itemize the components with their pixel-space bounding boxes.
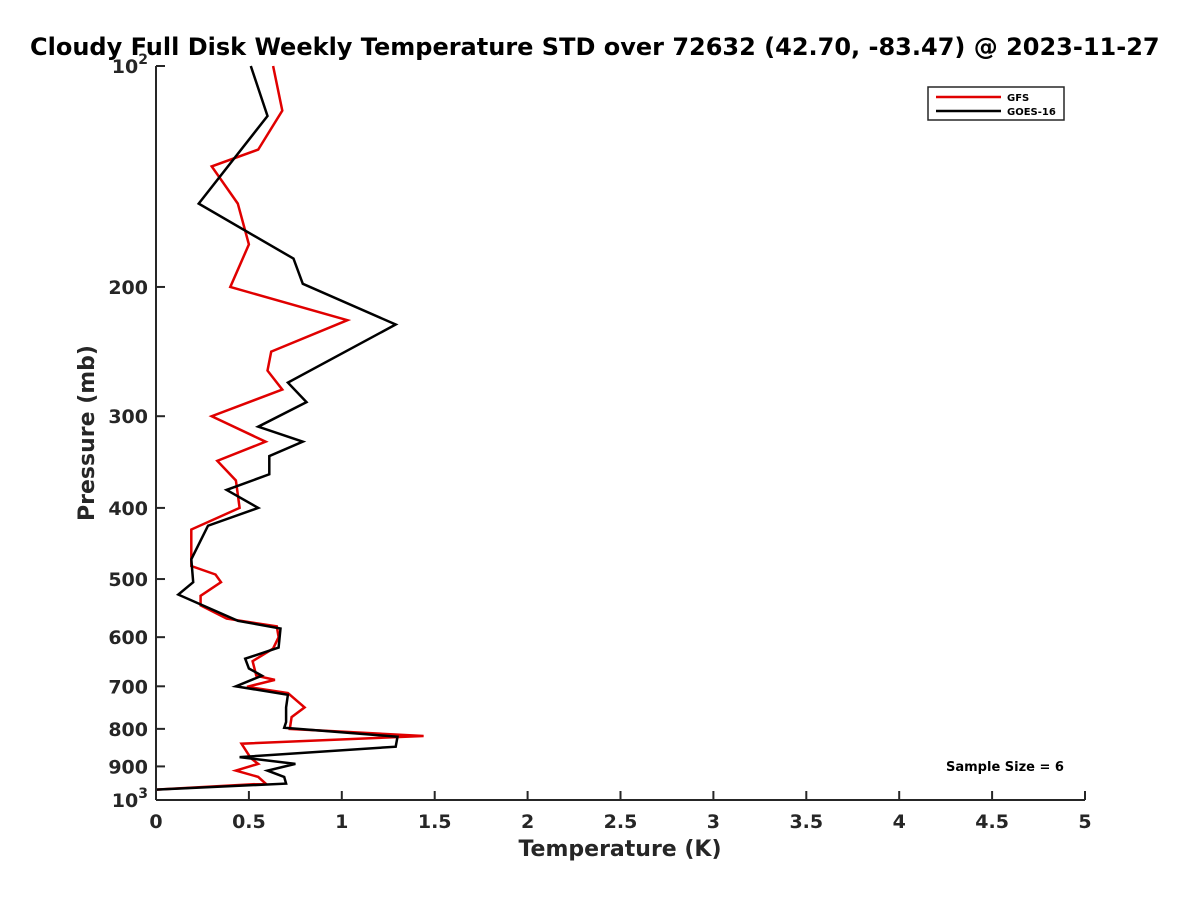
x-tick-label: 3 (707, 811, 720, 833)
y-tick-label: 300 (108, 406, 148, 428)
y-tick-label: 900 (108, 756, 148, 778)
legend-label-goes16: GOES-16 (1007, 107, 1056, 118)
legend: GFS GOES-16 (927, 86, 1065, 121)
y-tick-label: 800 (108, 719, 148, 741)
x-tick-label: 4.5 (975, 811, 1009, 833)
y-tick-label: 400 (108, 498, 148, 520)
y-tick-label: 600 (108, 627, 148, 649)
x-tick-label: 1.5 (418, 811, 452, 833)
y-tick-label: 103 (112, 786, 148, 812)
x-tick-label: 2 (521, 811, 534, 833)
chart-title: Cloudy Full Disk Weekly Temperature STD … (30, 33, 1160, 61)
y-tick-label: 102 (112, 52, 148, 78)
x-tick-label: 0 (149, 811, 162, 833)
x-tick-label: 3.5 (789, 811, 823, 833)
x-tick-label: 5 (1078, 811, 1091, 833)
plot-area (156, 66, 1085, 800)
x-axis-label: Temperature (K) (518, 837, 721, 862)
series-line-goes16 (155, 65, 399, 791)
y-tick-label: 700 (108, 676, 148, 698)
x-tick-label: 2.5 (604, 811, 638, 833)
x-tick-label: 0.5 (232, 811, 266, 833)
x-tick-label: 4 (893, 811, 906, 833)
legend-label-gfs: GFS (1007, 93, 1029, 104)
y-axis-label: Pressure (mb) (75, 345, 100, 521)
sample-size-annotation: Sample Size = 6 (946, 760, 1064, 775)
x-tick-label: 1 (335, 811, 348, 833)
series-layer (155, 65, 424, 791)
y-tick-label: 200 (108, 277, 148, 299)
y-axis-ticks: 102 200 300 400 500 600 700 800 900 103 (108, 52, 165, 812)
y-tick-label: 500 (108, 569, 148, 591)
x-axis-ticks: 0 0.5 1 1.5 2 2.5 3 3.5 4 4.5 5 (149, 791, 1092, 833)
legend-box (927, 86, 1065, 121)
